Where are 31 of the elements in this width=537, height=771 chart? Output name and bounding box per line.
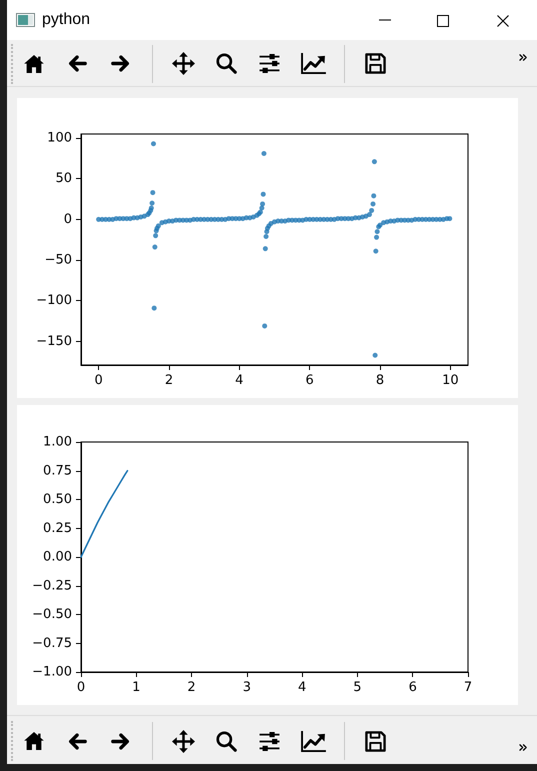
y-tick-label: 0: [64, 212, 72, 227]
x-tick-label: 0: [76, 680, 86, 695]
x-tick-label: 0: [94, 373, 103, 388]
x-tick-label: 3: [242, 680, 251, 695]
text: python: [42, 10, 90, 30]
x-tick-label: 10: [442, 373, 459, 388]
x-tick-label: 2: [187, 680, 196, 695]
y-tick-label: −0.25: [32, 578, 72, 594]
y-tick-label: −50: [44, 252, 72, 268]
y-tick-label: 100: [47, 130, 72, 146]
x-tick-label: 5: [353, 680, 362, 695]
x-tick-label: 2: [164, 373, 174, 388]
y-tick-label: 0.25: [43, 520, 72, 536]
x-tick-label: 6: [306, 373, 314, 388]
x-tick-label: 6: [408, 680, 417, 695]
y-tick-label: −100: [36, 293, 72, 308]
y-tick-label: −0.75: [32, 636, 72, 651]
y-tick-label: −0.50: [32, 607, 72, 622]
line-series: [80, 470, 128, 558]
y-tick-label: 0.50: [43, 492, 72, 507]
x-tick-label: 1: [132, 680, 140, 695]
x-tick-label: 7: [464, 680, 472, 695]
y-tick-label: 0.75: [43, 463, 72, 478]
y-tick-label: 1.00: [43, 434, 72, 450]
y-tick-label: 0.00: [43, 550, 72, 564]
y-tick-label: −150: [36, 334, 72, 349]
y-tick-label: 50: [55, 171, 72, 186]
y-tick-label: −1.00: [32, 664, 72, 680]
x-tick-label: 4: [235, 373, 244, 388]
x-tick-label: 8: [376, 373, 384, 388]
x-tick-label: 4: [298, 680, 306, 695]
